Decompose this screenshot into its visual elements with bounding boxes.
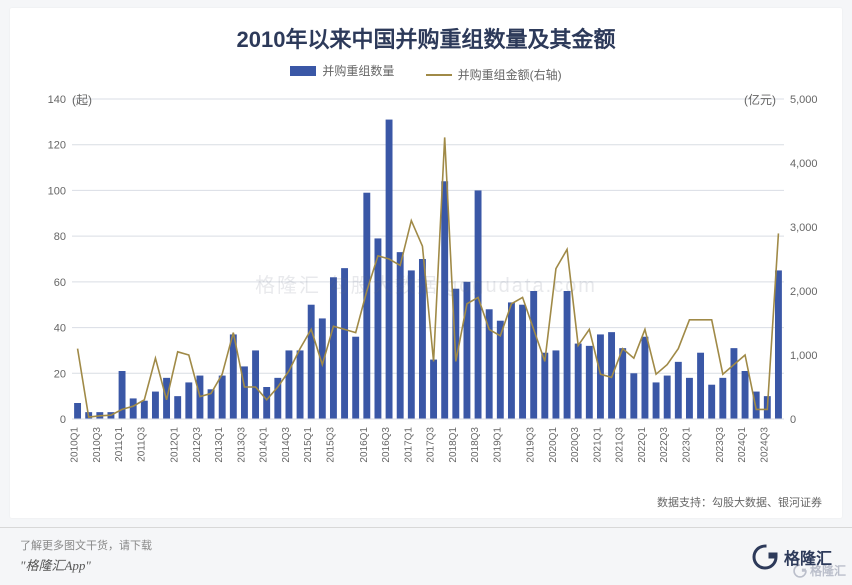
y-left-unit: (起) xyxy=(72,91,92,108)
legend-line-label: 并购重组金额(右轴) xyxy=(458,66,562,83)
svg-text:2023Q3: 2023Q3 xyxy=(715,427,726,463)
svg-text:2024Q1: 2024Q1 xyxy=(737,427,748,463)
svg-text:2019Q1: 2019Q1 xyxy=(492,427,503,463)
svg-text:2018Q1: 2018Q1 xyxy=(448,427,459,463)
svg-text:2022Q1: 2022Q1 xyxy=(637,427,648,463)
svg-text:2020Q1: 2020Q1 xyxy=(548,427,559,463)
svg-text:40: 40 xyxy=(54,323,66,335)
chart-title: 2010年以来中国并购重组数量及其金额 xyxy=(28,22,824,54)
footer-text: 了解更多图文干货，请下载 "格隆汇App" xyxy=(20,538,152,576)
svg-text:100: 100 xyxy=(48,185,66,197)
svg-text:2020Q3: 2020Q3 xyxy=(570,427,581,463)
svg-text:2017Q1: 2017Q1 xyxy=(403,427,414,463)
svg-text:2023Q1: 2023Q1 xyxy=(681,427,692,463)
svg-text:2015Q1: 2015Q1 xyxy=(303,427,314,463)
legend-bar-label: 并购重组数量 xyxy=(322,62,394,79)
svg-text:0: 0 xyxy=(790,414,796,426)
svg-text:2016Q1: 2016Q1 xyxy=(359,427,370,463)
chart-card: 2010年以来中国并购重组数量及其金额 并购重组数量 并购重组金额(右轴) (起… xyxy=(10,8,842,518)
svg-text:60: 60 xyxy=(54,277,66,289)
svg-text:0: 0 xyxy=(60,414,66,426)
legend-bar: 并购重组数量 xyxy=(290,62,394,79)
legend-bar-swatch xyxy=(290,66,316,76)
svg-text:2014Q1: 2014Q1 xyxy=(259,427,270,463)
svg-text:2021Q3: 2021Q3 xyxy=(615,427,626,463)
footer-line1: 了解更多图文干货，请下载 xyxy=(20,538,152,556)
svg-text:140: 140 xyxy=(48,94,66,106)
legend-line: 并购重组金额(右轴) xyxy=(426,66,562,83)
svg-text:80: 80 xyxy=(54,231,66,243)
svg-text:2022Q3: 2022Q3 xyxy=(659,427,670,463)
svg-text:20: 20 xyxy=(54,368,66,380)
svg-text:2012Q3: 2012Q3 xyxy=(192,427,203,463)
svg-text:2012Q1: 2012Q1 xyxy=(170,427,181,463)
svg-text:2013Q1: 2013Q1 xyxy=(214,427,225,463)
svg-text:2011Q3: 2011Q3 xyxy=(136,427,147,462)
svg-text:2015Q3: 2015Q3 xyxy=(325,427,336,463)
chart-area: (起) (亿元) 0 20 40 60 80 100 120 140 0 1,000 2,000 3,… xyxy=(28,89,824,489)
svg-text:1,000: 1,000 xyxy=(790,350,818,362)
svg-text:5,000: 5,000 xyxy=(790,94,818,106)
logo-icon xyxy=(752,544,778,570)
legend-line-swatch xyxy=(426,74,452,76)
svg-text:2014Q3: 2014Q3 xyxy=(281,427,292,463)
page-footer: 了解更多图文干货，请下载 "格隆汇App" 格隆汇 xyxy=(0,527,852,585)
svg-text:2010Q1: 2010Q1 xyxy=(70,427,81,463)
svg-text:120: 120 xyxy=(48,140,66,152)
svg-text:2024Q3: 2024Q3 xyxy=(759,427,770,463)
svg-text:2021Q1: 2021Q1 xyxy=(592,427,603,463)
svg-text:2017Q3: 2017Q3 xyxy=(426,427,437,463)
svg-text:2018Q3: 2018Q3 xyxy=(470,427,481,463)
chart-legend: 并购重组数量 并购重组金额(右轴) xyxy=(28,62,824,83)
footer-app-name: "格隆汇App" xyxy=(20,556,152,577)
y-right-unit: (亿元) xyxy=(744,91,776,108)
data-source: 数据支持：勾股大数据、银河证券 xyxy=(657,494,822,510)
chart-svg: 0 20 40 60 80 100 120 140 0 1,000 2,000 3,000 4,000 5… xyxy=(28,89,824,489)
svg-text:4,000: 4,000 xyxy=(790,158,818,170)
svg-text:2,000: 2,000 xyxy=(790,286,818,298)
svg-text:2019Q3: 2019Q3 xyxy=(526,427,537,463)
svg-text:3,000: 3,000 xyxy=(790,222,818,234)
brand-name: 格隆汇 xyxy=(784,545,832,569)
svg-text:2016Q3: 2016Q3 xyxy=(381,427,392,463)
brand-logo: 格隆汇 xyxy=(752,544,832,570)
svg-text:2010Q3: 2010Q3 xyxy=(92,427,103,463)
svg-text:2013Q3: 2013Q3 xyxy=(236,427,247,463)
svg-text:2011Q1: 2011Q1 xyxy=(114,427,125,462)
